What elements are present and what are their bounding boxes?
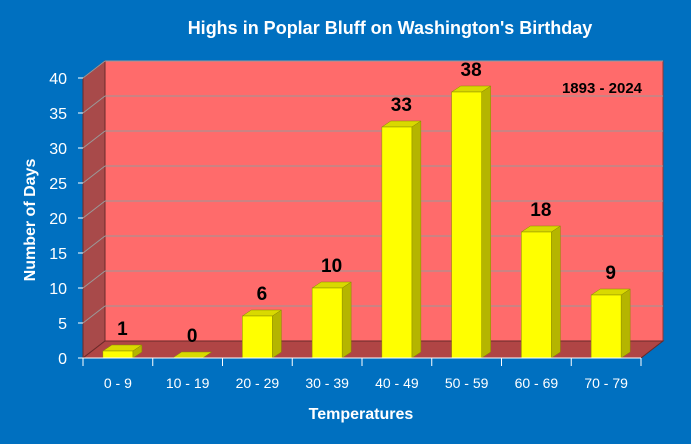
gridline-side (82, 95, 106, 114)
bar-group: 18 (520, 200, 562, 359)
bar (102, 350, 134, 359)
data-label: 38 (461, 60, 482, 81)
data-label: 0 (187, 326, 198, 347)
bar (451, 91, 482, 359)
date-range-annotation: 1893 - 2024 (562, 80, 643, 97)
bar-side (272, 309, 282, 359)
gridline-side (82, 305, 106, 324)
gridline-side (82, 200, 106, 219)
gridline-side (82, 60, 106, 79)
y-tick-label: 10 (49, 281, 67, 298)
gridline-side (82, 235, 106, 254)
y-tick-label: 25 (49, 176, 67, 193)
y-tick-label: 20 (49, 211, 67, 228)
bar-group: 33 (381, 95, 422, 359)
bar-group: 0 (171, 326, 213, 359)
bar-side (411, 120, 422, 359)
gridline-side (82, 130, 106, 149)
x-tick-label: 40 - 49 (375, 375, 419, 391)
gridline-side (82, 165, 106, 184)
data-label: 1 (117, 319, 128, 340)
bar-group: 1 (102, 319, 143, 359)
y-axis-title: Number of Days (22, 159, 39, 282)
data-label: 6 (257, 284, 268, 305)
bar-side (551, 225, 561, 359)
y-tick-label: 0 (58, 351, 67, 368)
bar-side (620, 288, 631, 359)
chart-walls (81, 59, 665, 360)
chart-title: Highs in Poplar Bluff on Washington's Bi… (188, 18, 593, 38)
x-tick-label: 50 - 59 (445, 375, 489, 391)
bar-group: 6 (241, 284, 283, 359)
data-label: 10 (321, 256, 342, 277)
y-tick-label: 15 (49, 246, 67, 263)
x-tick-label: 20 - 29 (236, 375, 280, 391)
data-label: 18 (530, 200, 551, 221)
bar-side (341, 281, 352, 359)
bar (521, 231, 552, 359)
bar-group: 10 (311, 256, 352, 359)
y-tick-label: 30 (49, 141, 67, 158)
bar (311, 287, 343, 359)
y-tick-label: 5 (58, 316, 67, 333)
bar (242, 315, 273, 359)
bar-group: 9 (590, 263, 631, 359)
data-label: 33 (391, 95, 412, 116)
bar-group: 38 (450, 60, 492, 359)
bar (590, 294, 622, 359)
x-tick-label: 0 - 9 (104, 375, 132, 391)
data-label: 9 (605, 263, 616, 284)
y-tick-label: 35 (49, 106, 67, 123)
x-tick-label: 10 - 19 (166, 375, 210, 391)
bar (381, 126, 413, 359)
x-tick-label: 70 - 79 (584, 375, 628, 391)
gridline-side (82, 270, 106, 289)
bar-side (481, 85, 491, 359)
plot-floor (81, 340, 665, 359)
x-tick-label: 30 - 39 (305, 375, 349, 391)
x-tick-label: 60 - 69 (515, 375, 559, 391)
y-tick-label: 40 (49, 71, 67, 88)
x-axis-title: Temperatures (309, 406, 414, 423)
